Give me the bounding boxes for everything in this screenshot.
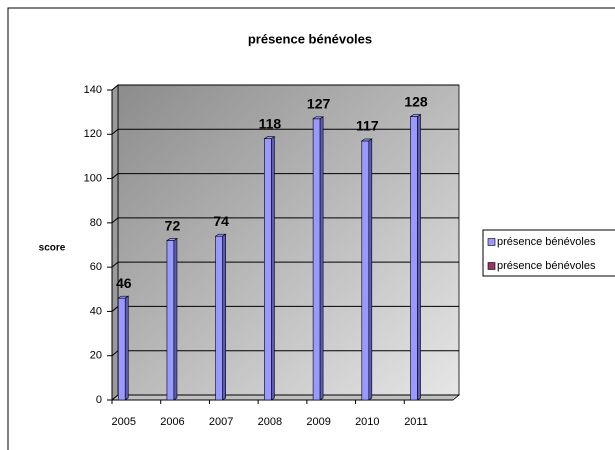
grid-line — [111, 261, 119, 268]
grid-line — [111, 173, 119, 179]
bar-side — [173, 238, 178, 401]
data-label: 72 — [165, 217, 181, 233]
y-tick-label: 100 — [84, 172, 102, 184]
bar-side — [124, 295, 129, 401]
legend-swatch — [487, 238, 496, 246]
bar — [166, 240, 175, 401]
grid-line — [111, 128, 119, 135]
bar — [215, 235, 223, 401]
y-tick-label: 80 — [90, 217, 102, 229]
x-tick-label: 2008 — [258, 416, 282, 428]
bar — [312, 118, 321, 401]
x-tick-label: 2005 — [112, 416, 136, 428]
x-tick-label: 2011 — [404, 416, 428, 428]
data-label: 127 — [307, 95, 331, 111]
y-tick-label: 40 — [90, 305, 102, 317]
bar-side — [368, 138, 373, 401]
data-label: 46 — [116, 275, 132, 291]
legend-label: présence bénévoles — [497, 260, 596, 272]
grid-line — [111, 217, 119, 224]
legend-label: présence bénévoles — [497, 236, 596, 248]
x-tick-label: 2006 — [160, 416, 184, 428]
y-tick-label: 120 — [84, 128, 102, 140]
bar — [410, 116, 418, 401]
grid-line — [111, 394, 119, 401]
legend — [482, 229, 615, 277]
data-label: 74 — [213, 213, 229, 229]
data-label: 117 — [356, 118, 379, 134]
data-label: 118 — [259, 115, 282, 131]
grid-line — [111, 84, 119, 91]
bar — [264, 138, 272, 401]
floor — [110, 394, 461, 401]
y-axis-label: score — [39, 243, 66, 254]
legend-swatch — [487, 262, 496, 270]
grid-line — [111, 306, 119, 312]
bar-side — [271, 136, 275, 401]
bar-side — [222, 233, 226, 401]
y-tick-label: 140 — [84, 84, 102, 96]
data-label: 128 — [404, 93, 428, 109]
y-tick-label: 20 — [90, 350, 102, 362]
bar-side — [417, 114, 421, 401]
x-tick-label: 2009 — [306, 416, 330, 428]
bar — [117, 297, 126, 401]
y-tick-label: 60 — [90, 261, 102, 273]
x-tick-label: 2007 — [209, 416, 233, 428]
y-tick-label: 0 — [96, 394, 102, 406]
grid-line — [111, 350, 119, 357]
bar — [361, 140, 370, 401]
x-tick-label: 2010 — [355, 416, 379, 428]
bar-side — [319, 116, 324, 401]
chart-title: présence bénévoles — [248, 31, 372, 46]
